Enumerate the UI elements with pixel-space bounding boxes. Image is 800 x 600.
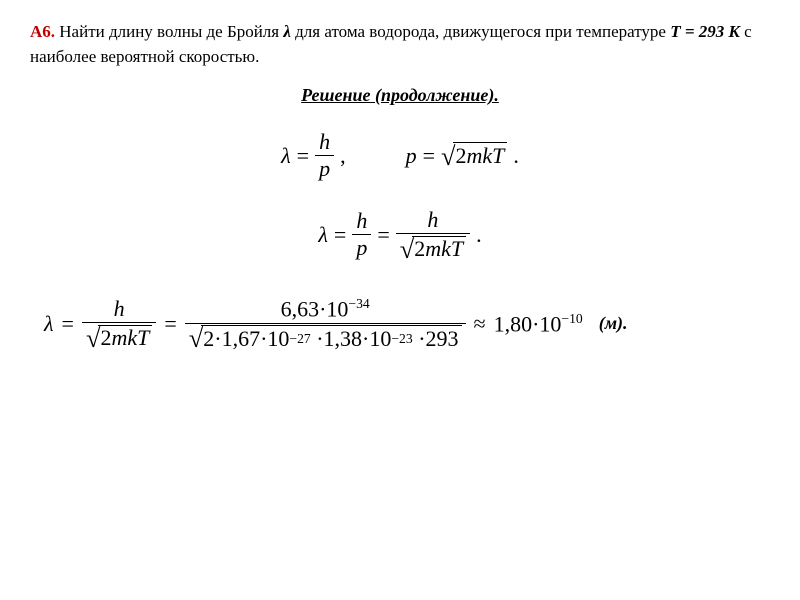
m-var: m <box>425 237 441 261</box>
equation-row-1: λ = h p , p = √ 2mkT . <box>30 130 770 181</box>
radicand-numeric: 2·1,67·10−27 ·1,38·10−23 ·293 <box>201 325 461 351</box>
fraction-h-over-p: h p <box>315 130 334 181</box>
numerator-h: h <box>315 130 334 155</box>
ten: 10 <box>369 327 391 351</box>
equals-sign: = <box>377 222 389 248</box>
denominator-numeric: √ 2·1,67·10−27 ·1,38·10−23 ·293 <box>185 323 466 352</box>
const-2: 2 <box>414 237 425 261</box>
h-exponent: −34 <box>348 296 369 311</box>
radicand-2mkT: 2mkT <box>98 325 152 351</box>
lambda-var: λ <box>44 311 54 337</box>
eq-lambda-hp: λ = h p , <box>281 130 345 181</box>
mult-sign: · <box>260 327 267 351</box>
T-var: T <box>451 237 463 261</box>
denominator-p: p <box>315 155 334 181</box>
T-var: T <box>137 326 149 350</box>
result-value: 1,80·10−10 <box>494 311 583 337</box>
k-var: k <box>127 326 137 350</box>
h-value: 6,63 <box>281 296 320 321</box>
k-var: k <box>441 237 451 261</box>
lambda-symbol: λ <box>283 22 291 41</box>
mult-sign: · <box>418 327 425 351</box>
solution-heading: Решение (продолжение). <box>30 85 770 106</box>
m-value: 1,67 <box>222 327 261 351</box>
lambda-var: λ <box>318 222 328 248</box>
sqrt-numeric: √ 2·1,67·10−27 ·1,38·10−23 ·293 <box>189 325 462 351</box>
equation-row-2: λ = h p = h √ 2mkT . <box>30 208 770 262</box>
denominator-p: p <box>352 234 371 260</box>
sqrt-2mkT: √ 2mkT <box>400 236 466 262</box>
eq-lambda-combined: λ = h p = h √ 2mkT . <box>318 208 481 262</box>
ten: 10 <box>539 311 561 336</box>
mult-sign: · <box>316 327 323 351</box>
unit-label: (м). <box>599 313 628 334</box>
fraction-h-over-sqrt-symbolic: h √ 2mkT <box>82 297 156 351</box>
approx-sign: ≈ <box>474 311 486 337</box>
ten: 10 <box>326 296 348 321</box>
equals-sign: = <box>423 143 435 169</box>
problem-statement: А6. Найти длину волны де Бройля λ для ат… <box>30 20 770 69</box>
const-2: 2 <box>203 327 214 351</box>
denominator-sqrt-2mkT: √ 2mkT <box>396 233 470 262</box>
radicand-2mkT: 2mkT <box>453 142 507 169</box>
p-var: p <box>406 143 417 169</box>
const-2: 2 <box>100 326 111 350</box>
sqrt-2mkT: √ 2mkT <box>441 142 507 169</box>
fraction-numeric: 6,63·10−34 √ 2·1,67·10−27 ·1,38·10−23 ·2… <box>185 296 466 352</box>
T-var: T <box>492 143 504 169</box>
fraction-h-over-p: h p <box>352 209 371 260</box>
equals-sign: = <box>62 311 74 337</box>
lambda-var: λ <box>281 143 291 169</box>
result-exponent: −10 <box>561 311 582 326</box>
sqrt-2mkT: √ 2mkT <box>86 325 152 351</box>
problem-text-1: Найти длину волны де Бройля <box>59 22 283 41</box>
problem-number: А6. <box>30 22 55 41</box>
eq-p-sqrt: p = √ 2mkT . <box>406 142 519 169</box>
fraction-h-over-sqrt: h √ 2mkT <box>396 208 470 262</box>
ten: 10 <box>267 327 289 351</box>
result-mantissa: 1,80 <box>494 311 533 336</box>
m-exponent: −27 <box>289 331 310 346</box>
equation-row-final: λ = h √ 2mkT = 6,63·10−34 √ <box>30 296 770 352</box>
problem-text-2: для атома водорода, движущегося при темп… <box>291 22 670 41</box>
period: . <box>513 143 519 169</box>
denominator-sqrt-2mkT: √ 2mkT <box>82 322 156 351</box>
m-var: m <box>111 326 127 350</box>
const-2: 2 <box>455 143 466 169</box>
temperature: T = 293 K <box>670 22 740 41</box>
numerator-h: h <box>110 297 129 322</box>
mult-sign: · <box>362 327 369 351</box>
numerator-numeric: 6,63·10−34 <box>277 296 374 323</box>
k-value: 1,38 <box>324 327 363 351</box>
comma-sep: , <box>340 143 346 169</box>
equals-sign: = <box>297 143 309 169</box>
numerator-h: h <box>423 208 442 233</box>
mult-sign: · <box>214 327 221 351</box>
k-var: k <box>482 143 492 169</box>
radicand-2mkT: 2mkT <box>412 236 466 262</box>
k-exponent: −23 <box>391 331 412 346</box>
T-value: 293 <box>426 327 459 351</box>
period: . <box>476 222 482 248</box>
equals-sign: = <box>164 311 176 337</box>
eq-final-calc: λ = h √ 2mkT = 6,63·10−34 √ <box>44 296 628 352</box>
m-var: m <box>466 143 482 169</box>
numerator-h: h <box>352 209 371 234</box>
equals-sign: = <box>334 222 346 248</box>
